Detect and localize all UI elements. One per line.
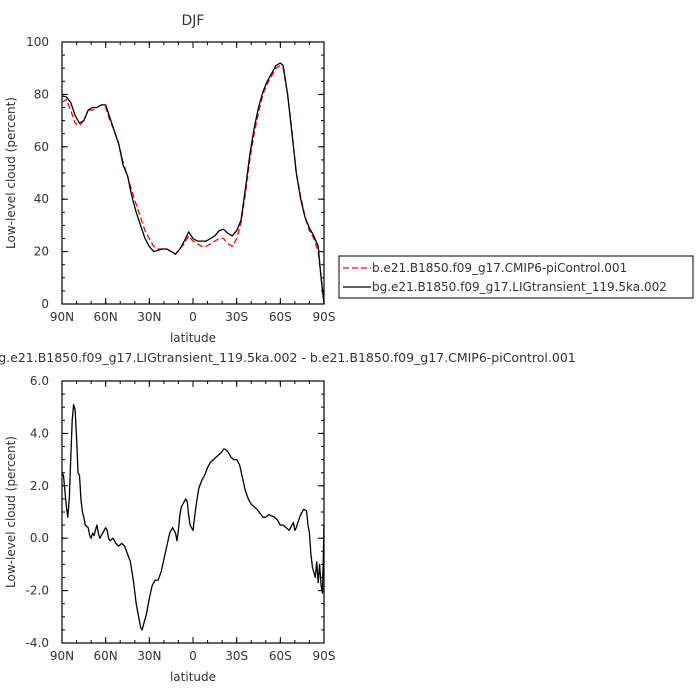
- p1-plot-frame: [61, 380, 325, 644]
- p0-y-tick-label: 40: [34, 192, 49, 206]
- legend-label-0: b.e21.B1850.f09_g17.CMIP6-piControl.001: [372, 261, 627, 275]
- p0-x-tick-label: 0: [189, 310, 197, 324]
- p0-x-tick-label: 60N: [94, 310, 118, 324]
- p1-y-tick-label: -2.0: [26, 584, 49, 598]
- p1-x-tick-label: 90S: [313, 649, 336, 663]
- p1-chart-title: bg.e21.B1850.f09_g17.LIGtransient_119.5k…: [0, 350, 576, 365]
- p0-series-line-1: [61, 62, 325, 305]
- p1-y-tick-label: 0.0: [30, 531, 49, 545]
- p1-x-tick-label: 30N: [137, 649, 161, 663]
- p1-y-tick-label: 4.0: [30, 426, 49, 440]
- legend-box: [338, 255, 694, 299]
- p0-y-tick-label: 80: [34, 87, 49, 101]
- p1-series-line-0: [61, 403, 325, 631]
- legend: b.e21.B1850.f09_g17.CMIP6-piControl.001b…: [338, 255, 694, 299]
- p1-x-tick-label: 60S: [269, 649, 292, 663]
- p1-y-tick-label: -4.0: [26, 636, 49, 650]
- p0-y-tick-label: 20: [34, 245, 49, 259]
- p0-plot-frame: [61, 41, 325, 305]
- p0-y-tick-label: 0: [41, 297, 49, 311]
- p1-x-tick-label: 90N: [50, 649, 74, 663]
- p1-x-tick-label: 0: [189, 649, 197, 663]
- p0-chart-title: DJF: [182, 13, 205, 29]
- p1-x-axis-label: latitude: [170, 670, 216, 684]
- p0-x-tick-label: 90N: [50, 310, 74, 324]
- p0-x-tick-label: 90S: [313, 310, 336, 324]
- p1-y-tick-label: 6.0: [30, 374, 49, 388]
- p1-x-tick-label: 30S: [225, 649, 248, 663]
- p0-x-tick-label: 30N: [137, 310, 161, 324]
- legend-label-1: bg.e21.B1850.f09_g17.LIGtransient_119.5k…: [372, 280, 667, 294]
- p0-x-tick-label: 60S: [269, 310, 292, 324]
- p0-x-axis-label: latitude: [170, 331, 216, 345]
- p0-x-tick-label: 30S: [225, 310, 248, 324]
- p0-series-line-0: [61, 64, 325, 299]
- p1-y-axis-label: Low-level cloud (percent): [4, 436, 18, 588]
- p1-x-tick-label: 60N: [94, 649, 118, 663]
- p1-y-tick-label: 2.0: [30, 479, 49, 493]
- p0-y-tick-label: 100: [26, 35, 49, 49]
- p0-y-axis-label: Low-level cloud (percent): [4, 97, 18, 249]
- bottom-panel-difference-low-cloud: bg.e21.B1850.f09_g17.LIGtransient_119.5k…: [0, 350, 576, 684]
- top-panel-djf-low-cloud: DJF 90N 60N 30N 0 30S 60S 90S 0 20 40 60 80 100 latitu…: [4, 13, 694, 345]
- p0-y-tick-label: 60: [34, 140, 49, 154]
